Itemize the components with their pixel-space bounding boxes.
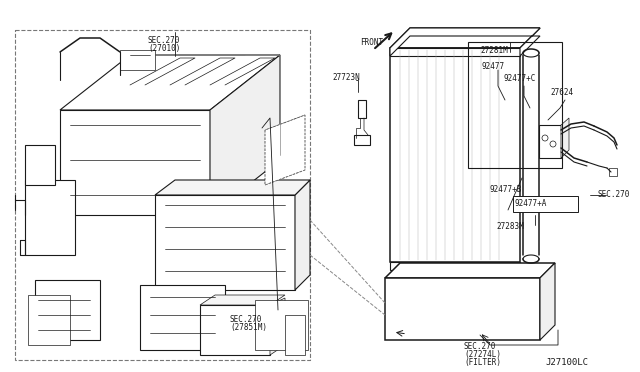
- Polygon shape: [358, 100, 366, 118]
- Text: 27723N: 27723N: [332, 73, 360, 82]
- Polygon shape: [390, 48, 520, 56]
- Polygon shape: [210, 55, 280, 215]
- Bar: [468, 42, 562, 168]
- Polygon shape: [25, 180, 75, 255]
- Polygon shape: [540, 263, 555, 340]
- Polygon shape: [390, 48, 520, 262]
- Text: 92477+C: 92477+C: [504, 74, 536, 83]
- Polygon shape: [140, 285, 225, 350]
- Text: 92477+B: 92477+B: [490, 185, 522, 194]
- Polygon shape: [609, 168, 617, 176]
- Text: 27624: 27624: [550, 88, 573, 97]
- Polygon shape: [295, 180, 310, 290]
- Polygon shape: [155, 180, 310, 195]
- Polygon shape: [35, 280, 100, 340]
- Text: SEC.270: SEC.270: [148, 36, 180, 45]
- Polygon shape: [385, 278, 540, 340]
- Circle shape: [550, 141, 556, 147]
- Text: 92477+A: 92477+A: [515, 199, 547, 208]
- Polygon shape: [270, 298, 285, 355]
- Polygon shape: [60, 110, 210, 215]
- Polygon shape: [385, 263, 555, 278]
- Text: FRONT: FRONT: [360, 38, 383, 47]
- Polygon shape: [120, 50, 155, 70]
- Polygon shape: [200, 295, 285, 305]
- Text: 27281M: 27281M: [480, 46, 508, 55]
- Polygon shape: [390, 28, 540, 48]
- Polygon shape: [285, 315, 305, 355]
- Polygon shape: [539, 125, 561, 158]
- Text: (27274L): (27274L): [464, 350, 501, 359]
- Polygon shape: [561, 118, 569, 158]
- Polygon shape: [28, 295, 70, 345]
- Polygon shape: [255, 300, 308, 350]
- Text: (27010): (27010): [148, 44, 180, 53]
- Polygon shape: [60, 55, 280, 110]
- Polygon shape: [390, 262, 520, 270]
- Bar: [513, 196, 578, 212]
- Text: (27851M): (27851M): [230, 323, 267, 332]
- Polygon shape: [265, 115, 305, 185]
- Bar: [15, 30, 310, 360]
- Circle shape: [542, 135, 548, 141]
- Polygon shape: [155, 195, 295, 290]
- Text: SEC.270: SEC.270: [598, 190, 630, 199]
- Text: SEC.270: SEC.270: [464, 342, 497, 351]
- Text: J27100LC: J27100LC: [545, 358, 588, 367]
- Polygon shape: [390, 28, 540, 56]
- Text: SEC.270: SEC.270: [230, 315, 262, 324]
- Text: (FILTER): (FILTER): [464, 358, 501, 367]
- Text: 92477: 92477: [482, 62, 505, 71]
- Polygon shape: [354, 135, 370, 145]
- Polygon shape: [25, 145, 55, 185]
- Text: 27283M: 27283M: [496, 222, 524, 231]
- Polygon shape: [200, 305, 270, 355]
